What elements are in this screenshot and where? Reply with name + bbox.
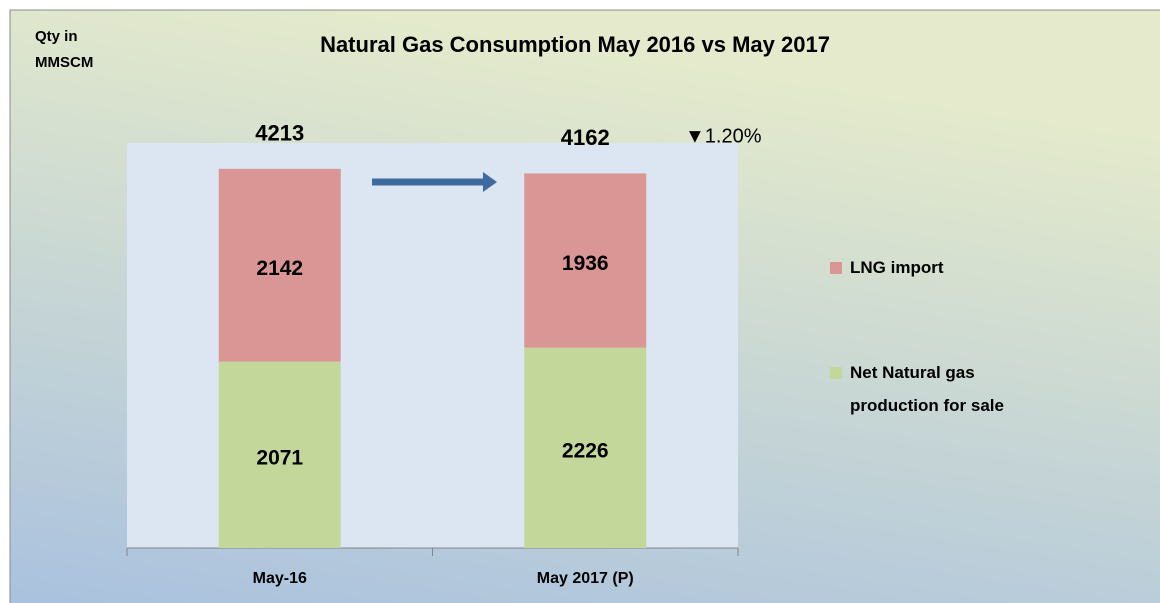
chart-title: Natural Gas Consumption May 2016 vs May … [320,32,830,57]
bar-segment [524,347,647,548]
y-axis-label: MMSCM [35,54,93,71]
total-label: 4213 [255,121,304,146]
bar-segment [218,361,341,548]
y-axis-label: Qty in [35,28,78,45]
legend-label: Net Natural gas production for sale [850,363,1004,415]
bar-segment [218,168,341,362]
bar-segment [524,173,647,348]
legend-swatch [830,367,842,379]
annotation: ▼1.20% [685,125,762,147]
data-label: 2071 [256,446,303,469]
x-tick-label: May 2017 (P) [537,570,634,587]
legend-item: LNG import [850,258,944,277]
legend-item: Net Natural gas production for sale [850,363,1004,415]
plot-area [127,143,738,548]
data-label: 1936 [562,252,609,275]
legend-swatch [830,262,842,274]
arrow-head [483,172,497,192]
x-tick-label: May-16 [253,570,307,587]
legend-label: LNG import [850,258,944,277]
data-label: 2226 [562,439,609,462]
total-label: 4162 [561,125,610,150]
data-label: 2142 [256,257,303,280]
